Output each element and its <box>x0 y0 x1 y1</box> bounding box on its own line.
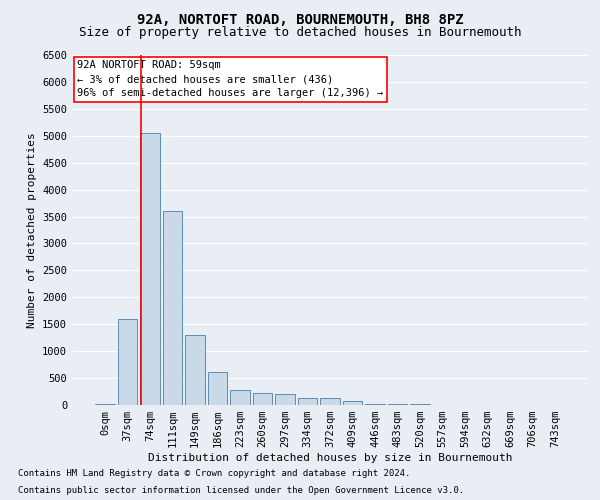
Y-axis label: Number of detached properties: Number of detached properties <box>26 132 37 328</box>
Bar <box>343 400 362 405</box>
Bar <box>298 398 317 405</box>
Bar <box>118 319 137 405</box>
Bar <box>185 335 205 405</box>
Bar <box>253 392 272 405</box>
Bar <box>95 404 115 405</box>
Text: 92A, NORTOFT ROAD, BOURNEMOUTH, BH8 8PZ: 92A, NORTOFT ROAD, BOURNEMOUTH, BH8 8PZ <box>137 12 463 26</box>
Text: Size of property relative to detached houses in Bournemouth: Size of property relative to detached ho… <box>79 26 521 39</box>
Text: Contains HM Land Registry data © Crown copyright and database right 2024.: Contains HM Land Registry data © Crown c… <box>18 468 410 477</box>
X-axis label: Distribution of detached houses by size in Bournemouth: Distribution of detached houses by size … <box>148 453 512 463</box>
Bar <box>230 390 250 405</box>
Bar <box>365 404 385 405</box>
Bar <box>140 133 160 405</box>
Text: 92A NORTOFT ROAD: 59sqm
← 3% of detached houses are smaller (436)
96% of semi-de: 92A NORTOFT ROAD: 59sqm ← 3% of detached… <box>77 60 383 98</box>
Text: Contains public sector information licensed under the Open Government Licence v3: Contains public sector information licen… <box>18 486 464 495</box>
Bar <box>388 404 407 405</box>
Bar <box>410 404 430 405</box>
Bar <box>275 394 295 405</box>
Bar <box>320 398 340 405</box>
Bar <box>163 211 182 405</box>
Bar <box>208 372 227 405</box>
